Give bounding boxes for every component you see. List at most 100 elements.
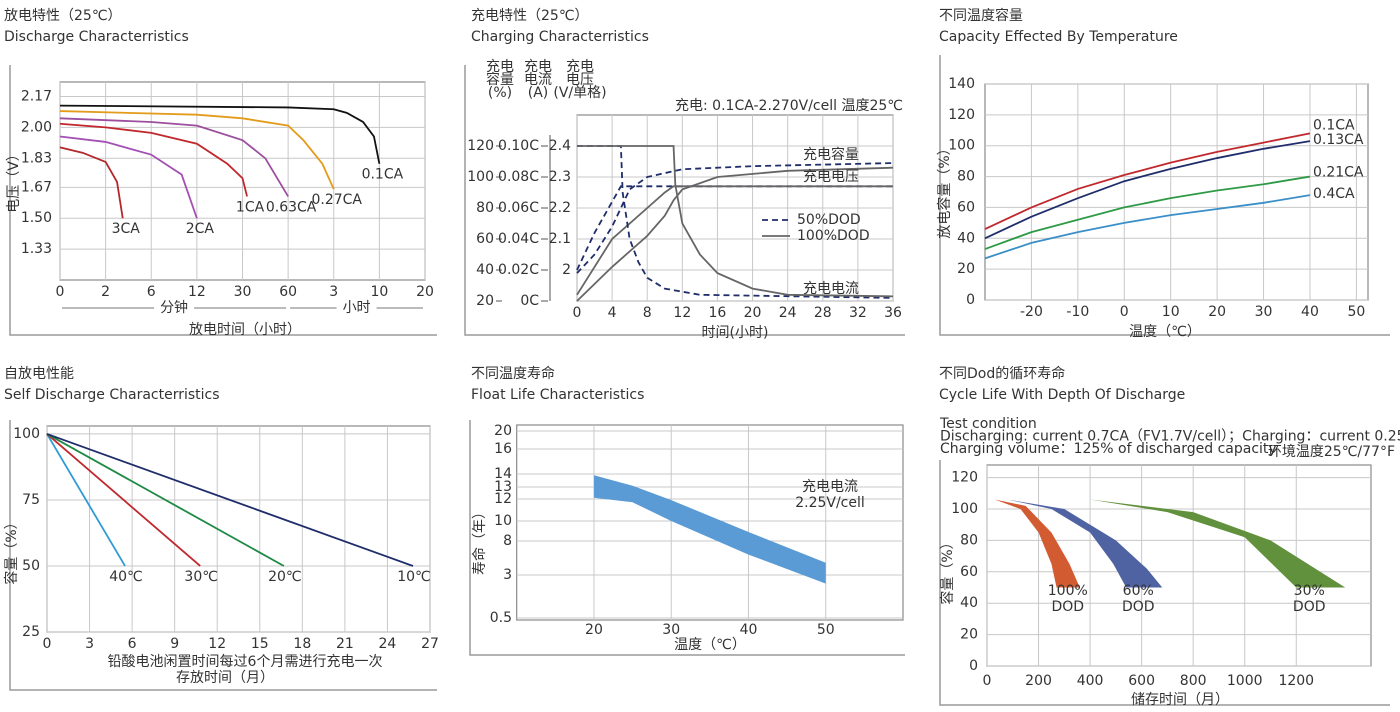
x-tick-label: 28 xyxy=(814,305,832,321)
band-label: 30% DOD xyxy=(1293,583,1326,615)
y-tick-label: 100 xyxy=(951,501,978,517)
x-tick-label: 0 xyxy=(983,673,992,689)
y3-tick-label: 2.3 xyxy=(549,169,571,185)
y-tick-label: 100 xyxy=(13,426,40,442)
note: 充电: 0.1CA-2.270V/cell 温度25℃ xyxy=(675,98,903,114)
series-label: 2CA xyxy=(186,221,215,237)
x-tick-label: 3 xyxy=(85,636,94,652)
x-sub-label: 分钟 xyxy=(160,299,188,316)
series-line xyxy=(576,162,894,274)
panel-border xyxy=(939,460,1390,706)
panel-border xyxy=(464,65,905,336)
series-line xyxy=(577,145,894,298)
series-line xyxy=(46,433,285,567)
y-tick-label: 50 xyxy=(22,558,40,574)
test-note: Discharging: current 0.7CA（FV1.7V/cell）；… xyxy=(940,429,1400,445)
y-tick-label: 60 xyxy=(476,231,494,247)
chart-subtitle: Charging Characterristics xyxy=(471,29,649,45)
series-line xyxy=(984,175,1311,250)
y-tick-label: 140 xyxy=(948,76,975,92)
y-tick-label: 2.00 xyxy=(21,119,52,135)
axis-header: 充电电流(A) xyxy=(524,59,552,101)
chart-subtitle: Float Life Characteristics xyxy=(471,387,644,403)
y2-tick-label: 0.04C xyxy=(498,231,539,247)
chart-title: 充电特性（25℃） xyxy=(471,8,589,24)
series-label: 0.1CA xyxy=(1313,117,1355,133)
chart-subtitle: Discharge Characterristics xyxy=(4,29,189,45)
band-label: 100% DOD xyxy=(1048,583,1088,615)
x-tick-label: 12 xyxy=(188,284,206,300)
x-tick-label: 3 xyxy=(329,284,338,300)
x-tick-label: 60 xyxy=(279,284,297,300)
x-tick-label: 24 xyxy=(379,636,397,652)
x-tick-label: 600 xyxy=(1128,673,1155,689)
x-tick-label: 0 xyxy=(1120,304,1129,320)
series-line xyxy=(577,145,894,299)
x-sub-label: 小时 xyxy=(343,300,371,316)
y-tick-label: 75 xyxy=(22,492,40,508)
x-tick-label: 10 xyxy=(370,284,388,300)
series-line xyxy=(59,110,335,190)
y-tick-label: 100 xyxy=(948,138,975,154)
series-line xyxy=(576,185,893,296)
y-tick-label: 100 xyxy=(467,169,494,185)
y-tick-label: 120 xyxy=(948,107,975,123)
y-axis-label: 寿命（年） xyxy=(471,505,488,575)
x-tick-label: 30 xyxy=(1255,304,1273,320)
chart-title: 不同温度寿命 xyxy=(471,365,555,382)
legend-label: 100%DOD xyxy=(797,228,870,244)
annotation: 2.25V/cell xyxy=(795,495,865,511)
chart-subtitle: Self Discharge Characterristics xyxy=(4,387,220,403)
x-tick-label: 1000 xyxy=(1227,673,1263,689)
y-tick-label: 10 xyxy=(494,513,512,529)
y2-tick-label: 0.06C xyxy=(498,200,539,216)
x-tick-label: 21 xyxy=(336,636,354,652)
panel-border xyxy=(939,55,1390,336)
panel-border xyxy=(469,420,905,656)
chart-title: 自放电性能 xyxy=(4,366,74,382)
x-tick-label: 24 xyxy=(779,305,797,321)
y-tick-label: 0 xyxy=(966,292,975,308)
x-tick-label: 32 xyxy=(849,305,867,321)
series-label: 充电电流 xyxy=(803,281,859,297)
series-label: 0.4CA xyxy=(1313,186,1355,202)
axis-header: 充电容量(%) xyxy=(486,59,514,101)
y-tick-label: 60 xyxy=(957,199,975,215)
plot-frame xyxy=(516,424,904,621)
series-line xyxy=(59,117,289,197)
env-note: 环境温度25℃/77°F xyxy=(1268,444,1395,460)
x-tick-label: 15 xyxy=(251,636,269,652)
x-tick-label: 2 xyxy=(101,284,110,300)
series-line xyxy=(59,104,381,164)
panel-border xyxy=(9,65,437,336)
series-label: 0.63CA xyxy=(266,199,317,215)
y-tick-label: 1.33 xyxy=(21,241,52,257)
x-tick-label: 200 xyxy=(1025,673,1052,689)
x-axis-label: 温度（℃） xyxy=(1129,324,1201,340)
x-tick-label: 27 xyxy=(421,636,439,652)
x-tick-label: 40 xyxy=(1301,304,1319,320)
test-note: Charging volume：125% of discharged capac… xyxy=(940,441,1277,457)
x-tick-label: 40 xyxy=(740,622,758,638)
series-line xyxy=(46,433,126,567)
y-tick-label: 25 xyxy=(22,624,40,640)
y-tick-label: 40 xyxy=(957,230,975,246)
chart-title: 不同Dod的循环寿命 xyxy=(939,365,1065,382)
series-line xyxy=(576,166,894,302)
y-tick-label: 40 xyxy=(960,595,978,611)
y3-tick-label: 2.4 xyxy=(549,138,571,154)
y3-tick-label: 2.2 xyxy=(549,200,571,216)
series-line xyxy=(46,433,414,567)
x-tick-label: 20 xyxy=(1208,304,1226,320)
band-label: 60% DOD xyxy=(1122,583,1155,615)
y2-tick-label: 0.02C xyxy=(498,262,539,278)
series-label: 充电容量 xyxy=(803,146,859,163)
y-tick-label: 1.67 xyxy=(21,179,52,195)
x-tick-label: 6 xyxy=(128,636,137,652)
x-tick-label: 20 xyxy=(585,622,603,638)
chart-title: 不同温度容量 xyxy=(939,7,1023,24)
y-tick-label: 12 xyxy=(494,491,512,507)
series-line xyxy=(984,194,1311,260)
y3-tick-label: 2 xyxy=(562,262,571,278)
